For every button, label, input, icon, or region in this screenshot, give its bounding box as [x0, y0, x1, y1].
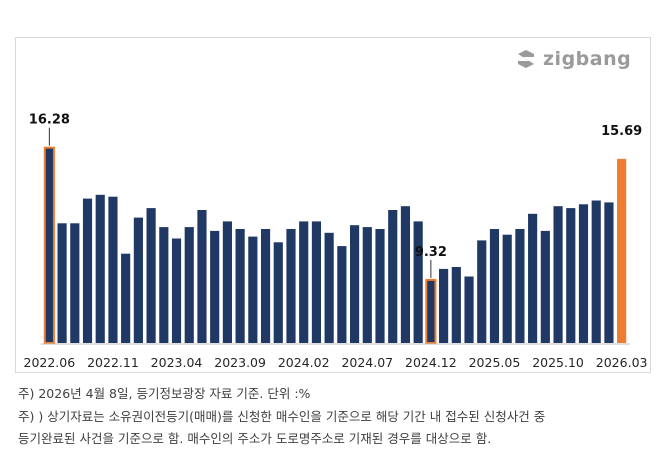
bar-2023.12 — [273, 242, 283, 343]
bar-2023.05 — [184, 227, 194, 343]
brand-logo: zigbang — [515, 46, 631, 72]
bar-2022.07 — [57, 223, 67, 343]
source-note: 주) 2026년 4월 8일, 등기정보광장 자료 기준. 단위 :% — [18, 386, 311, 401]
bar-2024.05 — [337, 246, 347, 343]
bar-2024.11 — [413, 221, 423, 343]
bar-2024.06 — [350, 225, 360, 343]
bar-2024.03 — [311, 221, 322, 343]
bar-2024.08 — [375, 229, 385, 343]
bar-2025.11 — [566, 208, 576, 343]
tick-label-2023.04: 2023.04 — [151, 355, 203, 370]
bar-2024.10 — [400, 206, 411, 343]
bar-2025.07 — [515, 229, 525, 343]
bar-2024.02 — [299, 221, 309, 343]
bar-2024.07 — [362, 227, 372, 343]
bar-2025.05 — [489, 229, 500, 343]
bar-2024.01 — [286, 229, 296, 343]
bar-2024.04 — [324, 232, 334, 343]
bar-2023.09 — [235, 229, 245, 343]
bar-2026.02 — [604, 202, 614, 343]
bar-2023.03 — [159, 227, 169, 343]
bar-2022.09 — [82, 198, 93, 343]
bar-2023.08 — [222, 221, 232, 343]
bar-2023.06 — [197, 210, 207, 343]
tick-label-2023.09: 2023.09 — [214, 355, 266, 370]
bar-2025.04 — [477, 240, 487, 343]
bar-2022.12 — [121, 253, 131, 343]
bar-2023.10 — [248, 236, 258, 343]
tick-label-2024.02: 2024.02 — [278, 355, 330, 370]
bar-2025.02 — [451, 267, 461, 343]
bar-2025.03 — [464, 276, 474, 343]
bar-2023.02 — [146, 208, 156, 343]
tick-label-2026.03: 2026.03 — [596, 355, 648, 370]
bar-2026.03 — [617, 158, 627, 343]
bar-2026.01 — [591, 200, 601, 343]
bar-2023.07 — [210, 230, 220, 343]
bar-2025.01 — [439, 268, 449, 343]
bar-2023.11 — [260, 229, 271, 343]
bar-2024.12 — [425, 278, 437, 345]
bar-2022.06 — [43, 146, 55, 344]
methodology-note-line2: 등기완료된 사건을 기준으로 함. 매수인의 주소가 도로명주소로 기재된 경우… — [18, 431, 492, 446]
tick-label-2024.07: 2024.07 — [341, 355, 393, 370]
tick-label-2022.11: 2022.11 — [87, 355, 139, 370]
brand-name: zigbang — [543, 48, 632, 70]
bar-chart: 16.28 9.32 15.69 2022.06 2022.11 2023.04 2023.… — [24, 113, 648, 370]
bar-2022.11 — [108, 196, 118, 343]
bar-2023.04 — [171, 238, 182, 343]
methodology-note-line1: 주) ) 상기자료는 소유권이전등기(매매)를 신청한 매수인을 기준으로 해당… — [18, 409, 546, 424]
data-label-2026.03: 15.69 — [601, 124, 642, 139]
bar-2025.12 — [578, 204, 589, 343]
bar-2022.08 — [70, 223, 80, 343]
bar-2025.06 — [502, 234, 512, 343]
data-label-2024.12: 9.32 — [415, 245, 447, 260]
bar-2025.08 — [528, 213, 538, 343]
bar-2022.10 — [95, 194, 105, 343]
tick-label-2024.12: 2024.12 — [405, 355, 457, 370]
bar-2025.09 — [540, 230, 550, 343]
bar-2025.10 — [553, 206, 563, 343]
data-label-2022.06: 16.28 — [29, 113, 70, 128]
tick-label-2022.06: 2022.06 — [24, 355, 76, 370]
bar-2024.09 — [388, 210, 398, 343]
zigbang-logo-icon — [518, 50, 534, 68]
tick-label-2025.05: 2025.05 — [469, 355, 521, 370]
bar-2023.01 — [133, 217, 143, 343]
tick-label-2025.10: 2025.10 — [532, 355, 584, 370]
